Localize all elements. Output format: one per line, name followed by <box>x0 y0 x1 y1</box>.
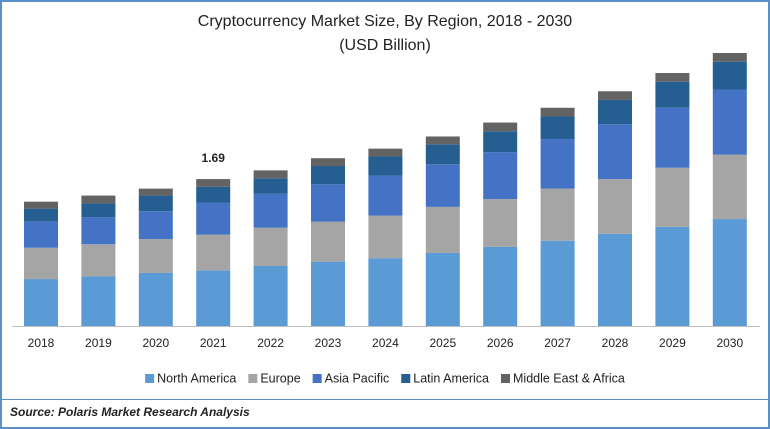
legend-label: Europe <box>260 371 300 385</box>
bar-segment <box>368 258 403 326</box>
bar-segment <box>311 158 345 167</box>
x-tick-label: 2024 <box>372 336 399 350</box>
bar-segment <box>253 227 288 267</box>
bar-segment <box>81 244 116 277</box>
bar-segment <box>311 184 345 222</box>
bar-segment <box>655 107 690 168</box>
bar-segment <box>598 179 632 234</box>
chart-subtitle: (USD Billion) <box>339 37 431 54</box>
bar-segment <box>425 206 460 253</box>
bar-segment <box>712 89 747 155</box>
bar-segment <box>311 261 345 326</box>
bar-segment <box>138 211 173 240</box>
x-tick-label: 2028 <box>602 336 629 350</box>
bar-segment <box>655 81 690 108</box>
bar-segment <box>311 166 345 185</box>
bar-segment <box>483 131 518 153</box>
bar-segment <box>81 217 116 245</box>
legend-label: North America <box>157 371 236 385</box>
bar-segment <box>540 188 575 241</box>
bar-segment <box>138 239 173 273</box>
bar-segment <box>196 270 231 326</box>
bar-segment <box>655 226 690 326</box>
bar-segment <box>540 107 575 117</box>
bar-segment <box>81 203 116 218</box>
x-tick-label: 2029 <box>659 336 686 350</box>
x-tick-label: 2020 <box>142 336 169 350</box>
bar-segment <box>253 170 288 179</box>
bar-segment <box>540 139 575 189</box>
x-tick-label: 2026 <box>487 336 514 350</box>
bar-segment <box>598 233 632 326</box>
bar-segment <box>24 247 58 280</box>
bar-segment <box>598 99 632 125</box>
legend-swatch <box>401 374 411 383</box>
x-tick-label: 2019 <box>85 336 112 350</box>
legend-label: Asia Pacific <box>325 371 390 385</box>
bar-segment <box>24 279 58 326</box>
bar-segment <box>483 246 518 326</box>
bar-segment <box>81 276 116 326</box>
bar-segment <box>712 61 747 90</box>
bar-segment <box>655 167 690 227</box>
bar-segment <box>712 53 747 62</box>
bar-segment <box>81 195 116 204</box>
bar-segment <box>425 136 460 145</box>
bar-segment <box>253 178 288 194</box>
bar-segment <box>540 240 575 326</box>
bar-segment <box>196 186 231 203</box>
bar-segment <box>24 221 58 248</box>
bar-segment <box>598 91 632 100</box>
bar-segment <box>712 154 747 220</box>
bar-segment <box>24 201 58 209</box>
chart-title: Cryptocurrency Market Size, By Region, 2… <box>198 13 573 30</box>
x-tick-label: 2027 <box>544 336 571 350</box>
legend-label: Middle East & Africa <box>513 371 625 385</box>
bar-segment <box>425 164 460 207</box>
bar-segment <box>253 266 288 326</box>
bar-segment <box>598 124 632 180</box>
bar-segment <box>425 144 460 165</box>
bar-segment <box>483 152 518 200</box>
bar-segment <box>540 116 575 140</box>
bar-segment <box>24 208 58 222</box>
legend-label: Latin America <box>413 371 489 385</box>
bar-segment <box>253 193 288 228</box>
bar-segment <box>196 234 231 271</box>
total-label: 1.69 <box>202 151 226 165</box>
x-tick-label: 2022 <box>257 336 284 350</box>
bar-segment <box>483 199 518 247</box>
bar-segment <box>368 175 403 216</box>
bar-segment <box>311 221 345 262</box>
x-tick-label: 2023 <box>315 336 342 350</box>
x-tick-label: 2021 <box>200 336 227 350</box>
bar-segment <box>483 122 518 132</box>
x-tick-label: 2030 <box>716 336 743 350</box>
bar-segment <box>655 72 690 82</box>
bar-segment <box>138 188 173 196</box>
bar-segment <box>138 272 173 326</box>
bar-segment <box>138 195 173 212</box>
legend-swatch <box>248 374 258 383</box>
x-tick-label: 2025 <box>429 336 456 350</box>
legend-swatch <box>501 374 510 383</box>
x-tick-label: 2018 <box>28 336 55 350</box>
bar-segment <box>368 156 403 176</box>
legend-swatch <box>145 374 155 383</box>
bar-segment <box>425 252 460 326</box>
bar-segment <box>712 219 747 326</box>
bar-segment <box>368 215 403 259</box>
legend-swatch <box>312 374 322 383</box>
bar-segment <box>196 179 231 187</box>
source: Source: Polaris Market Research Analysis <box>10 405 250 419</box>
bar-segment <box>368 148 403 157</box>
bar-segment <box>196 202 231 235</box>
